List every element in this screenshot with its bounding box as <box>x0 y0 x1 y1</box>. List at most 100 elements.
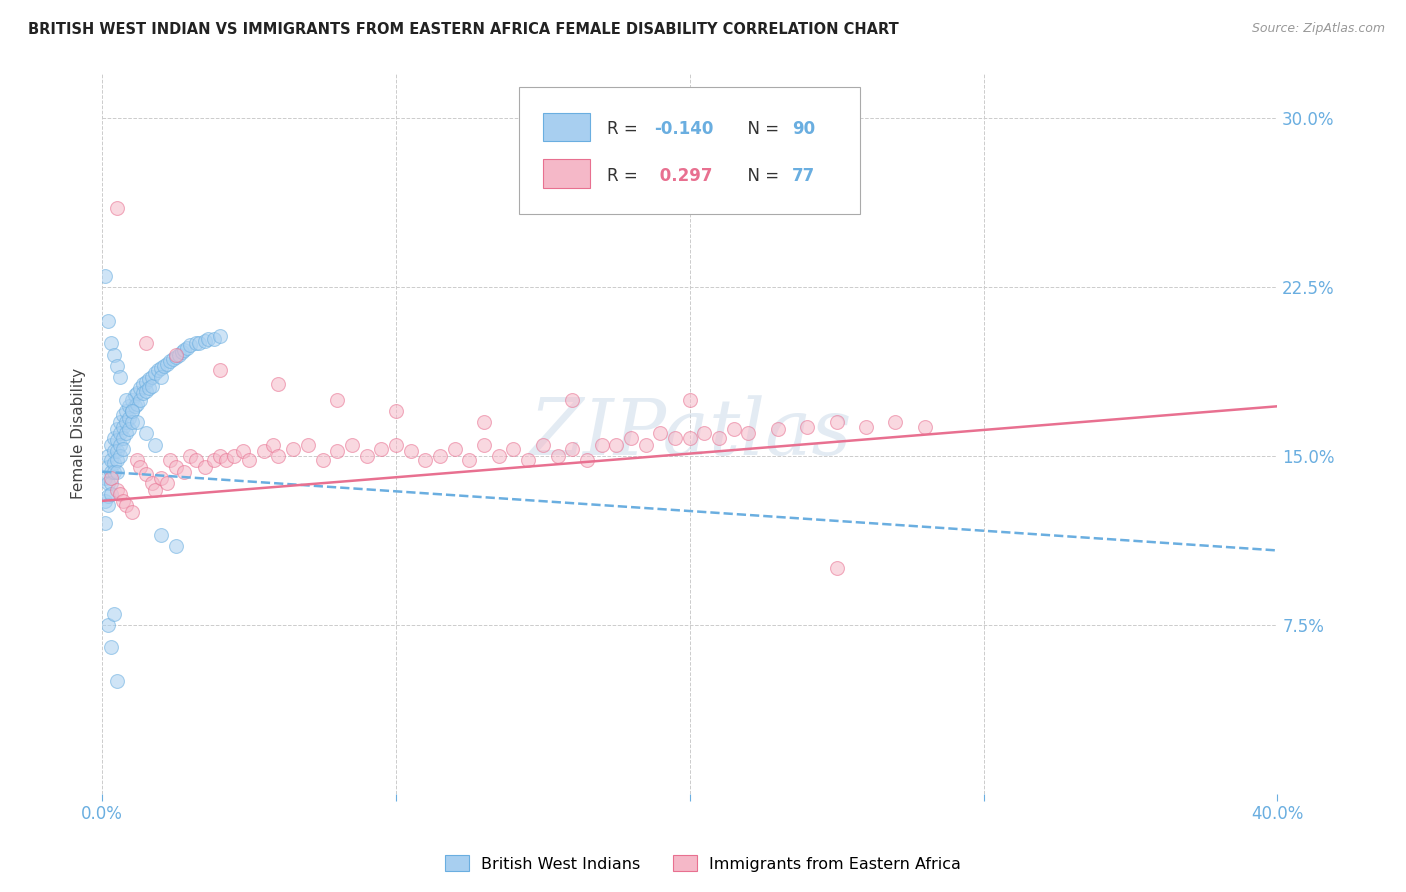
Point <box>100 336 122 351</box>
Point <box>135 467 157 481</box>
Point <box>105 433 128 447</box>
Point <box>100 475 122 490</box>
Point <box>297 437 319 451</box>
Point <box>194 460 217 475</box>
Point <box>165 460 187 475</box>
Point <box>340 437 363 451</box>
Point <box>111 431 134 445</box>
Text: 0.297: 0.297 <box>654 167 713 185</box>
Point <box>561 442 583 456</box>
Point <box>149 471 172 485</box>
Point <box>170 345 193 359</box>
Point <box>118 422 141 436</box>
Point <box>103 465 125 479</box>
Point <box>94 516 117 531</box>
Point <box>194 334 217 348</box>
Point <box>173 465 195 479</box>
Point <box>108 426 131 441</box>
FancyBboxPatch shape <box>543 112 591 142</box>
Point <box>97 617 120 632</box>
Point <box>723 422 745 436</box>
Point <box>121 404 143 418</box>
Point <box>591 437 613 451</box>
Point <box>143 483 166 497</box>
Legend: British West Indians, Immigrants from Eastern Africa: British West Indians, Immigrants from Ea… <box>437 847 969 880</box>
Point <box>100 640 122 655</box>
Point <box>202 453 225 467</box>
Text: -0.140: -0.140 <box>654 120 714 138</box>
Point <box>105 444 128 458</box>
Text: R =: R = <box>607 120 644 138</box>
Point <box>561 392 583 407</box>
Point <box>105 674 128 689</box>
Point <box>100 465 122 479</box>
Point <box>111 442 134 456</box>
Point <box>138 381 160 395</box>
Point <box>693 426 716 441</box>
Text: ZIPatlas: ZIPatlas <box>529 395 851 472</box>
Point <box>146 363 169 377</box>
Point <box>114 499 136 513</box>
Point <box>575 453 598 467</box>
FancyBboxPatch shape <box>543 160 591 188</box>
Point <box>399 444 422 458</box>
Point <box>127 397 149 411</box>
Point <box>100 453 122 467</box>
Point <box>114 415 136 429</box>
Point <box>186 453 208 467</box>
Point <box>634 437 657 451</box>
Point <box>855 419 877 434</box>
FancyBboxPatch shape <box>519 87 860 213</box>
Point <box>415 453 437 467</box>
Point <box>97 489 120 503</box>
Point <box>141 379 163 393</box>
Point <box>664 431 686 445</box>
Point <box>129 381 152 395</box>
Point <box>208 449 231 463</box>
Point <box>105 201 128 215</box>
Point <box>159 453 181 467</box>
Point <box>517 453 540 467</box>
Point <box>141 370 163 384</box>
Point <box>105 359 128 373</box>
Point <box>121 415 143 429</box>
Point <box>370 442 392 456</box>
Point <box>159 354 181 368</box>
Point <box>443 442 465 456</box>
Point <box>825 415 848 429</box>
Point <box>97 460 120 475</box>
Point <box>138 372 160 386</box>
Point <box>311 453 333 467</box>
Point <box>118 399 141 413</box>
Point <box>143 437 166 451</box>
Point <box>176 341 198 355</box>
Point <box>267 449 290 463</box>
Point <box>202 332 225 346</box>
Point <box>114 392 136 407</box>
Point <box>796 419 818 434</box>
Point <box>103 431 125 445</box>
Point <box>141 475 163 490</box>
Text: R =: R = <box>607 167 648 185</box>
Point <box>114 404 136 418</box>
Point <box>114 426 136 441</box>
Point <box>121 404 143 418</box>
Point <box>100 487 122 501</box>
Point <box>208 363 231 377</box>
Point <box>232 444 254 458</box>
Point <box>186 336 208 351</box>
Point <box>197 332 219 346</box>
Point <box>208 329 231 343</box>
Point <box>283 442 305 456</box>
Point <box>97 449 120 463</box>
Point <box>149 527 172 541</box>
Point <box>153 359 176 373</box>
Point <box>103 456 125 470</box>
Point <box>262 437 284 451</box>
Point <box>488 449 510 463</box>
Point <box>165 347 187 361</box>
Point <box>914 419 936 434</box>
Point <box>737 426 759 441</box>
Point <box>156 475 179 490</box>
Point <box>385 437 408 451</box>
